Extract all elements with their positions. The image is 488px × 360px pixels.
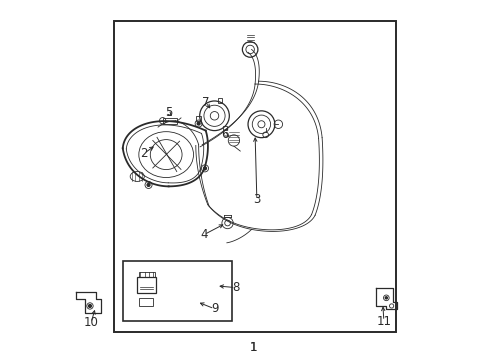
Text: 5: 5 (164, 107, 172, 120)
Circle shape (385, 297, 386, 299)
Text: 7: 7 (202, 96, 209, 109)
Bar (163, 118, 177, 123)
Text: 4: 4 (200, 228, 207, 241)
Circle shape (197, 122, 200, 125)
Text: 9: 9 (210, 302, 218, 315)
Bar (114, 21, 395, 332)
Text: 3: 3 (253, 193, 260, 206)
Bar (196, 117, 200, 121)
Bar (218, 98, 222, 103)
Text: 8: 8 (231, 281, 239, 294)
Bar (139, 272, 154, 277)
Circle shape (147, 184, 150, 186)
Bar (137, 277, 156, 293)
Text: 10: 10 (83, 316, 98, 329)
Bar (139, 298, 153, 306)
Bar (223, 126, 226, 130)
Text: 2: 2 (140, 147, 147, 160)
Text: 6: 6 (221, 128, 228, 141)
Bar (122, 261, 232, 321)
Text: 11: 11 (376, 315, 390, 328)
Text: 1: 1 (249, 341, 257, 354)
Text: 1: 1 (249, 341, 257, 354)
Circle shape (203, 167, 206, 170)
Circle shape (88, 305, 91, 307)
